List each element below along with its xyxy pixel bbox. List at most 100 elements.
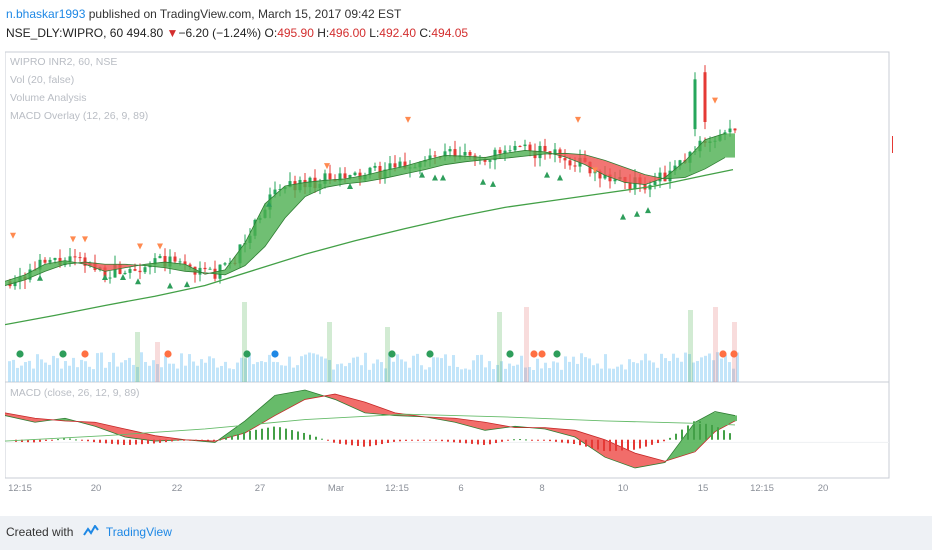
chart-svg[interactable]: 495.00500.00490.00485.00480.00475.00470.… (4, 48, 932, 494)
macd-histogram-bar (171, 439, 173, 442)
macd-ribbon-segment (733, 415, 737, 422)
macd-ribbon-segment (617, 445, 621, 463)
macd-ribbon-segment (593, 435, 597, 452)
ribbon-segment (161, 262, 165, 268)
ribbon-segment (577, 154, 581, 164)
volume-bar (640, 360, 643, 382)
volume-bar (424, 369, 427, 382)
volume-bar (8, 361, 11, 382)
macd-ribbon-segment (293, 391, 297, 406)
macd-histogram-bar (237, 434, 239, 440)
volume-bar (140, 352, 143, 382)
ribbon-segment (313, 181, 317, 193)
ribbon-segment (5, 280, 9, 286)
candle-body (178, 261, 182, 263)
candle-body (488, 160, 492, 162)
macd-ribbon-segment (337, 394, 341, 403)
macd-ribbon-segment (153, 435, 157, 441)
macd-ribbon-segment (37, 418, 41, 422)
ribbon-segment (109, 264, 113, 271)
volume-bar (612, 368, 615, 382)
candle-body (143, 267, 147, 273)
macd-histogram-bar (477, 439, 479, 445)
ribbon-segment (613, 163, 617, 180)
volume-bar (404, 361, 407, 382)
buy-signal-marker (419, 171, 425, 178)
macd-histogram-bar (255, 429, 257, 440)
ribbon-segment (501, 153, 505, 159)
volume-bar (240, 357, 243, 382)
volume-bar (192, 361, 195, 382)
volume-bar (68, 365, 71, 382)
tradingview-link[interactable]: TradingView (105, 525, 172, 539)
macd-ribbon-segment (309, 391, 313, 399)
volume-bar (504, 368, 507, 382)
candle-body (288, 181, 292, 188)
candle-body (133, 269, 137, 271)
macd-histogram-bar (687, 425, 689, 440)
volume-bar (236, 362, 239, 382)
macd-histogram-bar (585, 439, 587, 447)
time-axis-label: 12:15 (8, 483, 32, 493)
buy-signal-marker (266, 200, 272, 207)
volume-bar (656, 367, 659, 382)
legend-volume[interactable]: Vol (20, false) (10, 74, 74, 86)
ribbon-segment (41, 264, 45, 274)
macd-histogram-bar (597, 439, 599, 450)
candle-body (128, 269, 132, 273)
macd-pane (4, 381, 890, 479)
ribbon-segment (309, 181, 313, 195)
macd-histogram-bar (615, 439, 617, 451)
chart-area[interactable]: 495.00500.00490.00485.00480.00475.00470.… (4, 48, 932, 494)
macd-ribbon-segment (493, 423, 497, 430)
time-axis-label: 8 (539, 483, 544, 493)
symbol-label[interactable]: NSE_DLY:WIPRO, 60 (6, 26, 124, 40)
ribbon-segment (153, 262, 157, 267)
ribbon-segment (533, 151, 537, 156)
volume-bar (184, 365, 187, 382)
volume-bar (300, 356, 303, 382)
macd-ribbon-segment (717, 411, 721, 431)
author-link[interactable]: n.bhaskar1993 (6, 7, 86, 21)
volume-bar (248, 352, 251, 382)
ribbon-segment (333, 179, 337, 186)
buy-signal-marker (480, 178, 486, 185)
macd-ribbon-segment (125, 428, 129, 438)
candle-body (353, 172, 357, 176)
candle-body (153, 258, 157, 265)
volume-bar (584, 357, 587, 382)
macd-histogram-bar (657, 439, 659, 444)
volume-bar (468, 369, 471, 382)
legend-volume-analysis[interactable]: Volume Analysis (10, 92, 86, 104)
volume-bar (412, 355, 415, 382)
down-triangle-icon: ▼ (166, 26, 179, 40)
volume-bar (472, 360, 475, 382)
macd-ribbon-segment (621, 446, 625, 465)
signal-line (4, 393, 736, 462)
macd-histogram-bar (555, 439, 557, 442)
macd-histogram-bar (183, 439, 185, 441)
legend-symbol[interactable]: WIPRO INR2, 60, NSE (10, 56, 117, 68)
legend-macd[interactable]: MACD (close, 26, 12, 9, 89) (10, 387, 140, 399)
macd-histogram-bar (375, 439, 377, 446)
candle-body (573, 165, 577, 167)
macd-ribbon-segment (225, 432, 229, 439)
macd-histogram-bar (75, 439, 77, 441)
macd-histogram-bar (627, 439, 629, 451)
volume-bar (204, 362, 207, 382)
legend-macd-overlay[interactable]: MACD Overlay (12, 26, 9, 89) (10, 110, 148, 122)
volume-bar (232, 369, 235, 382)
macd-ribbon-segment (701, 416, 705, 446)
volume-bar (340, 363, 343, 382)
macd-ribbon-segment (273, 395, 277, 417)
macd-histogram-bar (369, 439, 371, 447)
candle-body (43, 259, 47, 263)
volume-bar (336, 364, 339, 382)
macd-histogram-bar (447, 439, 449, 442)
macd-ribbon-segment (465, 419, 469, 427)
macd-histogram-bar (333, 439, 335, 443)
ribbon-segment (301, 182, 305, 201)
volume-bar (592, 365, 595, 382)
volume-bar (144, 361, 147, 382)
ribbon-segment (45, 263, 49, 272)
